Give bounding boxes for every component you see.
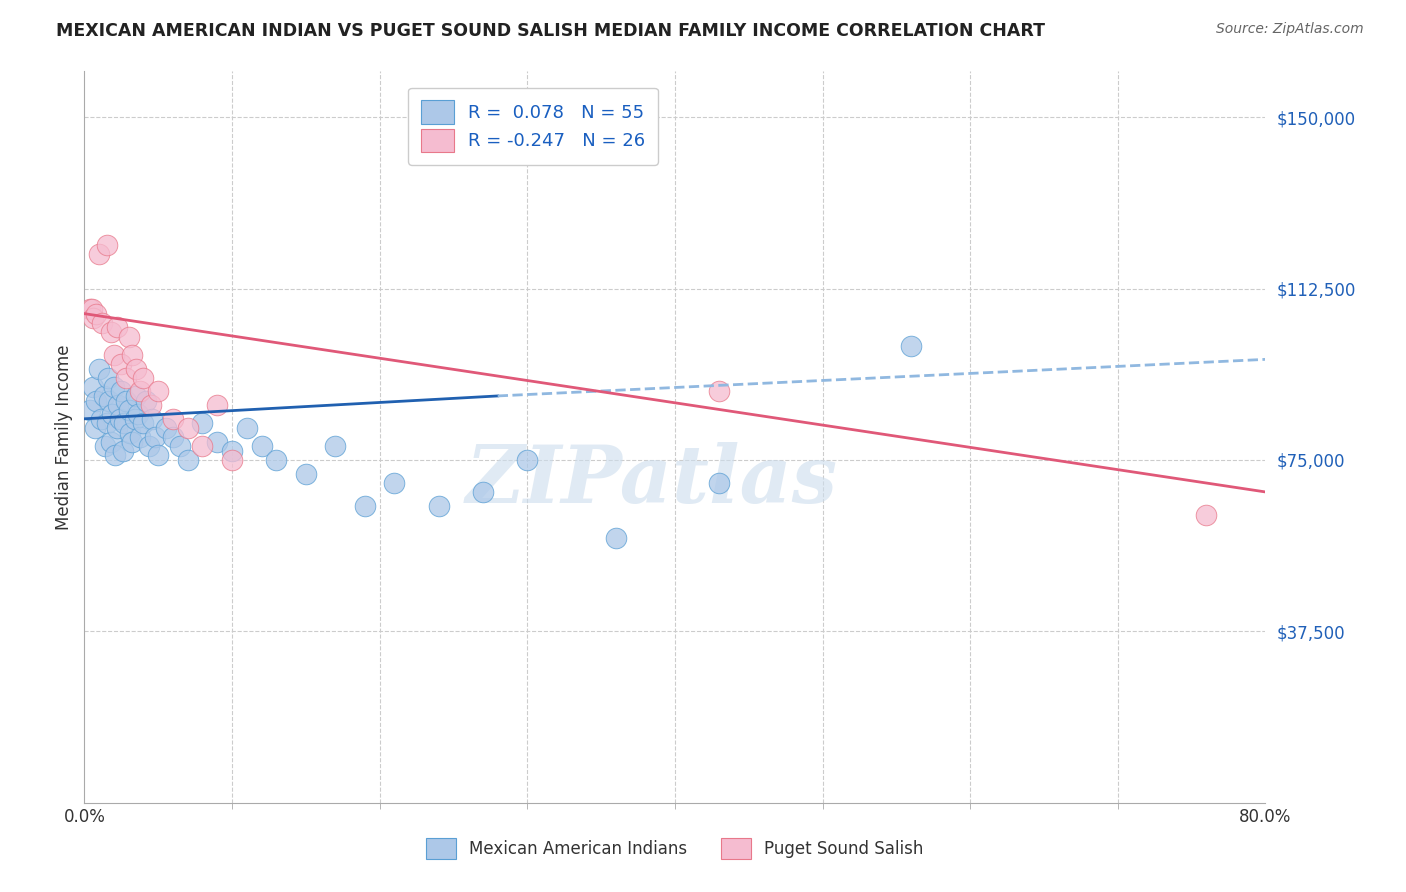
Point [87, 361, 111, 376]
Point [221, 443, 243, 458]
Point [132, 417, 155, 431]
Point [266, 453, 288, 467]
Point [325, 439, 347, 453]
Point [236, 421, 259, 435]
Point [162, 430, 184, 444]
Text: MEXICAN AMERICAN INDIAN VS PUGET SOUND SALISH MEDIAN FAMILY INCOME CORRELATION C: MEXICAN AMERICAN INDIAN VS PUGET SOUND S… [56, 22, 1045, 40]
Point [112, 417, 135, 431]
Point [93, 389, 115, 403]
Point [107, 398, 129, 412]
Point [177, 421, 200, 435]
Point [125, 389, 148, 403]
Point [709, 475, 731, 490]
Point [139, 398, 162, 412]
Point [207, 398, 229, 412]
Point [108, 411, 131, 425]
Point [124, 411, 146, 425]
Point [118, 329, 141, 343]
Point [221, 453, 243, 467]
Point [94, 439, 117, 453]
Point [105, 421, 128, 435]
Point [354, 499, 377, 513]
Point [110, 384, 132, 399]
Point [191, 417, 214, 431]
Point [82, 311, 104, 326]
Point [121, 348, 143, 362]
Point [605, 531, 627, 545]
Point [1195, 508, 1218, 522]
Point [84, 307, 107, 321]
Point [121, 434, 143, 449]
Point [100, 325, 122, 339]
Point [148, 384, 170, 399]
Point [295, 467, 318, 481]
Point [79, 402, 101, 417]
Point [118, 402, 141, 417]
Text: ZIPatlas: ZIPatlas [465, 442, 838, 520]
Point [516, 453, 538, 467]
Point [125, 361, 148, 376]
Point [97, 370, 120, 384]
Point [472, 484, 495, 499]
Point [100, 434, 122, 449]
Point [104, 448, 127, 462]
Point [207, 434, 229, 449]
Point [143, 430, 166, 444]
Point [120, 425, 142, 440]
Point [162, 411, 184, 425]
Point [101, 407, 124, 421]
Point [427, 499, 450, 513]
Point [177, 453, 200, 467]
Point [105, 320, 128, 334]
Point [83, 421, 105, 435]
Point [250, 439, 273, 453]
Point [96, 238, 118, 252]
Point [90, 411, 112, 425]
Point [103, 380, 125, 394]
Point [79, 301, 101, 317]
Point [382, 475, 406, 490]
Point [900, 338, 922, 352]
Point [114, 393, 136, 408]
Point [103, 348, 125, 362]
Point [135, 393, 157, 408]
Point [132, 370, 155, 384]
Point [96, 417, 118, 431]
Point [169, 439, 191, 453]
Point [155, 421, 177, 435]
Point [191, 439, 214, 453]
Point [114, 370, 136, 384]
Point [84, 393, 107, 408]
Point [110, 357, 132, 371]
Point [138, 439, 160, 453]
Point [82, 380, 104, 394]
Text: Source: ZipAtlas.com: Source: ZipAtlas.com [1216, 22, 1364, 37]
Legend: Mexican American Indians, Puget Sound Salish: Mexican American Indians, Puget Sound Sa… [418, 830, 932, 868]
Point [91, 316, 114, 330]
Point [129, 430, 152, 444]
Point [129, 384, 152, 399]
Point [98, 393, 121, 408]
Point [111, 443, 134, 458]
Point [80, 301, 103, 317]
Point [148, 448, 170, 462]
Point [127, 407, 149, 421]
Point [141, 411, 163, 425]
Y-axis label: Median Family Income: Median Family Income [55, 344, 73, 530]
Point [709, 384, 731, 399]
Point [87, 247, 111, 261]
